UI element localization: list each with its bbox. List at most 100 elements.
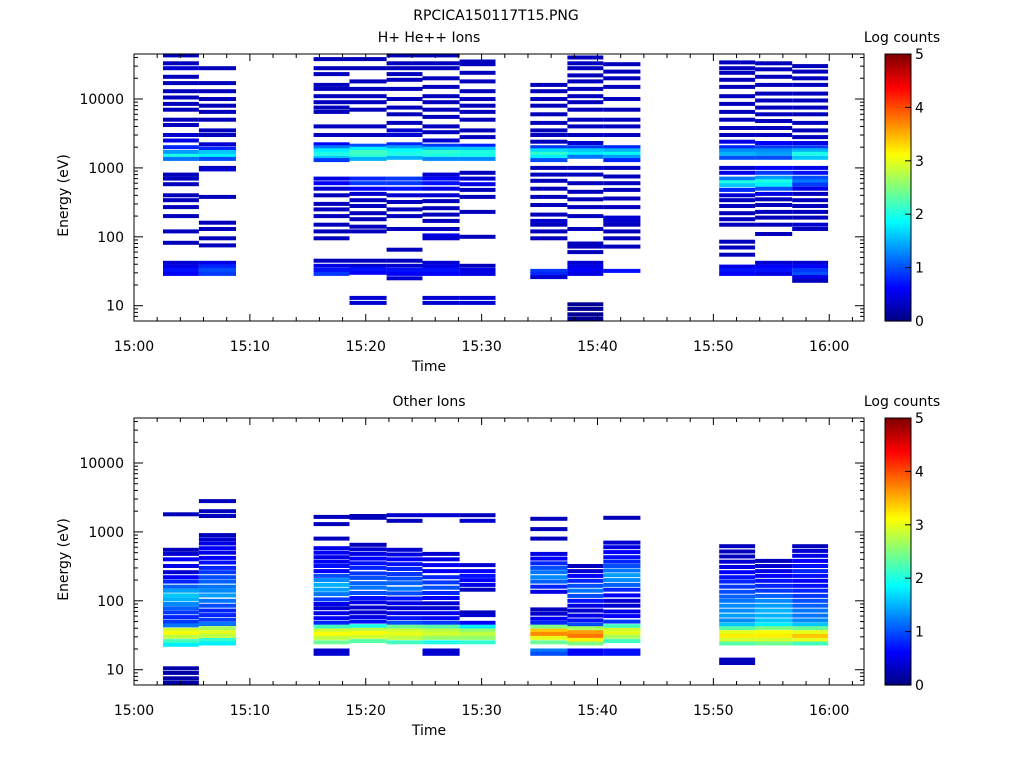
heatmap-cell <box>386 155 423 160</box>
heatmap-cell <box>603 587 641 592</box>
heatmap-cell <box>163 623 199 628</box>
heatmap-cell <box>755 626 793 631</box>
heatmap-cell <box>386 53 423 58</box>
colorbar-segment <box>885 256 911 260</box>
heatmap-cell <box>422 513 460 518</box>
heatmap-cell <box>567 133 604 137</box>
heatmap-cell <box>313 236 350 241</box>
heatmap-cell <box>163 512 199 517</box>
heatmap-cell <box>719 180 756 185</box>
colorbar-segment <box>885 500 911 504</box>
heatmap-cell <box>755 638 793 642</box>
heatmap-cell <box>386 86 423 91</box>
heatmap-cell <box>459 587 496 592</box>
heatmap-cell <box>755 222 793 227</box>
heatmap-cell <box>755 151 793 156</box>
colorbar-segment <box>885 464 911 468</box>
colorbar-segment <box>885 540 911 544</box>
colorbar-segment <box>885 169 911 173</box>
heatmap-cell <box>163 214 199 219</box>
colorbar-label: Log counts <box>864 30 940 46</box>
heatmap-cell <box>755 98 793 103</box>
heatmap-cell <box>386 258 423 263</box>
heatmap-cell <box>313 271 350 276</box>
heatmap-cell <box>530 579 568 584</box>
heatmap-cell <box>755 74 793 79</box>
heatmap-cell <box>198 81 236 86</box>
heatmap-cell <box>567 268 604 272</box>
heatmap-cell <box>386 601 423 606</box>
heatmap-cell <box>567 165 604 170</box>
colorbar-segment <box>885 591 911 595</box>
heatmap-cell <box>198 575 236 580</box>
heatmap-cell <box>163 676 199 681</box>
colorbar-segment <box>885 189 911 193</box>
heatmap-cell <box>567 564 604 568</box>
colorbar-segment <box>885 631 911 635</box>
heatmap-cell <box>386 632 423 636</box>
heatmap-cell <box>792 622 829 627</box>
colorbar-segment <box>885 223 911 226</box>
heatmap-cell <box>198 533 236 538</box>
heatmap-cell <box>313 611 350 616</box>
heatmap-cell <box>530 89 568 94</box>
colorbar-segment <box>885 272 911 275</box>
figure-title: RPCICA150117T15.PNG <box>413 8 578 24</box>
colorbar-segment <box>885 653 911 657</box>
heatmap-cell <box>792 135 829 140</box>
heatmap-cell <box>530 632 568 636</box>
colorbar-tick-label: 5 <box>915 47 924 63</box>
heatmap-cell <box>386 186 423 191</box>
colorbar-tick-label: 1 <box>915 261 924 277</box>
heatmap-cell <box>422 143 460 148</box>
heatmap-cell <box>459 263 496 268</box>
heatmap-cell <box>386 97 423 101</box>
heatmap-cell <box>386 193 423 198</box>
heatmap-cell <box>567 638 604 642</box>
heatmap-cell <box>530 589 568 594</box>
heatmap-cell <box>198 268 236 272</box>
heatmap-cell <box>567 124 604 129</box>
heatmap-cell <box>530 194 568 199</box>
colorbar-segment <box>885 422 911 426</box>
heatmap-cell <box>719 148 756 153</box>
heatmap-cell <box>603 133 641 137</box>
colorbar-segment <box>885 680 911 684</box>
heatmap-cell <box>603 151 641 156</box>
heatmap-cell <box>719 187 756 192</box>
y-axis-label: Energy (eV) <box>56 518 72 601</box>
heatmap-cell <box>719 217 756 222</box>
colorbar-segment <box>885 287 911 291</box>
heatmap-cell <box>603 69 641 74</box>
heatmap-cell <box>792 548 829 553</box>
heatmap-cell <box>603 187 641 192</box>
heatmap-cell <box>755 573 793 578</box>
heatmap-cell <box>603 196 641 201</box>
colorbar-segment <box>885 283 911 287</box>
colorbar-segment <box>885 544 911 548</box>
heatmap-cell <box>422 611 460 616</box>
heatmap-cell <box>792 148 829 153</box>
heatmap-cell <box>349 100 387 105</box>
colorbar-segment <box>885 582 911 586</box>
heatmap-cell <box>567 197 604 202</box>
heatmap-cell <box>313 640 350 645</box>
heatmap-cell <box>386 513 423 518</box>
heatmap-cell <box>792 278 829 283</box>
colorbar-segment <box>885 125 911 129</box>
heatmap-cell <box>313 100 350 105</box>
heatmap-cell <box>567 260 604 265</box>
heatmap-cell <box>198 243 236 248</box>
heatmap-cell <box>755 593 793 598</box>
heatmap-cell <box>792 630 829 635</box>
heatmap-cell <box>755 618 793 623</box>
colorbar-segment <box>885 145 911 149</box>
colorbar-segment <box>885 513 911 517</box>
colorbar-segment <box>885 178 911 182</box>
colorbar-segment <box>885 533 911 537</box>
heatmap-cell <box>719 613 756 618</box>
heatmap-cell <box>459 97 496 101</box>
heatmap-cell <box>719 126 756 130</box>
colorbar-segment <box>885 158 911 162</box>
heatmap-cell <box>422 146 460 151</box>
